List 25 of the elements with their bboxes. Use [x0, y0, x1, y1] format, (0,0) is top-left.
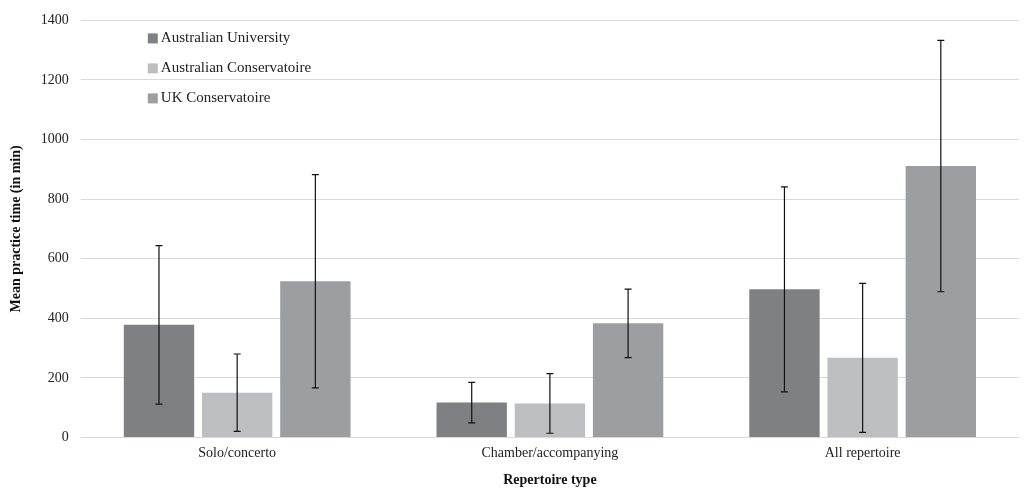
- x-tick-label: Solo/concerto: [198, 445, 277, 461]
- y-tick-label: 200: [47, 369, 69, 385]
- x-tick-label: All repertoire: [824, 445, 901, 461]
- bar: [201, 392, 273, 437]
- legend-label: UK Conservatoire: [160, 89, 271, 106]
- y-tick-label: 0: [61, 429, 69, 445]
- bar: [280, 281, 351, 437]
- bar: [827, 357, 898, 437]
- y-tick-label: 1400: [40, 12, 69, 28]
- legend-label: Australian Conservatoire: [160, 59, 312, 76]
- y-tick-label: 1000: [40, 131, 69, 147]
- y-tick-label: 600: [47, 250, 69, 266]
- y-tick-label: 400: [47, 309, 69, 325]
- y-tick-label: 800: [47, 190, 69, 206]
- x-tick-label: Chamber/accompanying: [481, 445, 619, 461]
- bar: [749, 289, 820, 437]
- bar: [592, 323, 664, 437]
- bar: [514, 403, 586, 437]
- bar: [123, 324, 195, 437]
- bar: [905, 166, 976, 437]
- y-axis-title: Mean practice time (in min): [8, 144, 25, 313]
- legend-label: Australian University: [160, 29, 291, 46]
- y-tick-label: 1200: [40, 71, 69, 87]
- bar: [436, 402, 507, 437]
- x-axis-title: Repertoire type: [503, 472, 597, 488]
